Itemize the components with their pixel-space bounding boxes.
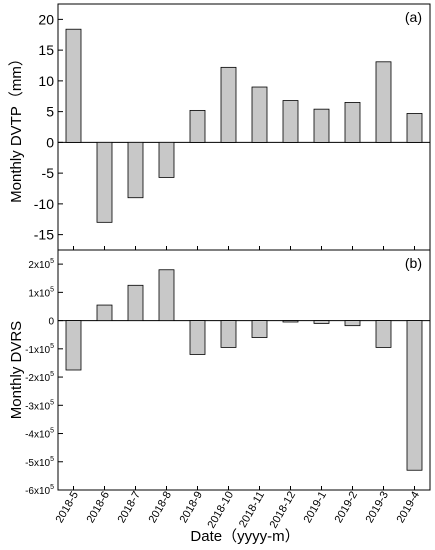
y-tick-label: -5 bbox=[42, 165, 55, 181]
bar-2019-1 bbox=[313, 320, 330, 324]
y-tick-label-exponent: 5 bbox=[50, 286, 54, 293]
x-axis: 2018-5 2018-6 2018-7 2018-8 2018-9 2018-10 201… bbox=[54, 490, 423, 531]
bar-2018-5 bbox=[65, 28, 82, 143]
y-tick-label: -6x105 bbox=[25, 484, 54, 497]
panel-label: (a) bbox=[405, 9, 422, 25]
bar-2019-3 bbox=[375, 320, 392, 348]
bar-2019-1 bbox=[313, 108, 330, 143]
x-axis-label: Date（yyyy-m） bbox=[190, 528, 299, 545]
y-tick-label: -10 bbox=[34, 196, 54, 212]
y-tick-label: -3x105 bbox=[25, 399, 54, 412]
x-tick-label: 2018-10 bbox=[206, 490, 237, 531]
bar-2018-7 bbox=[127, 284, 144, 321]
y-tick-label: 0 bbox=[46, 134, 54, 150]
y-tick-label: -1x105 bbox=[25, 343, 54, 356]
y-tick-label-base: -1x10 bbox=[25, 345, 50, 356]
y-tick-label-base: 2x10 bbox=[28, 260, 50, 271]
bar-2018-8 bbox=[158, 269, 175, 321]
x-tick-label: 2018-11 bbox=[237, 490, 267, 530]
bar-2018-6 bbox=[96, 141, 113, 223]
bar-2018-12 bbox=[282, 320, 299, 323]
y-tick-label-exponent: 5 bbox=[50, 456, 54, 463]
y-axis-label: Monthly DVTP（mm） bbox=[8, 51, 25, 203]
y-tick-label-base: -4x10 bbox=[25, 430, 50, 441]
x-tick-label: 2018-12 bbox=[268, 490, 299, 531]
bar-2019-4 bbox=[406, 320, 423, 471]
y-tick-label-exponent: 5 bbox=[50, 399, 54, 406]
y-tick-label: -15 bbox=[34, 227, 54, 243]
bar-2018-9 bbox=[189, 320, 206, 355]
bar-2018-10 bbox=[220, 320, 237, 348]
bar-2018-9 bbox=[189, 109, 206, 143]
bar-2018-7 bbox=[127, 141, 144, 199]
bar-2018-8 bbox=[158, 141, 175, 178]
panel-a: 20 15 10 5 0 -5 -10 -15 (a) Monthly DVTP（mm） bbox=[8, 3, 431, 251]
x-tick-label: 2019-2 bbox=[333, 490, 361, 526]
x-tick-label: 2018-5 bbox=[54, 490, 82, 526]
y-tick-label-base: -5x10 bbox=[25, 458, 50, 469]
x-tick-label: 2018-7 bbox=[116, 490, 144, 526]
x-tick-label: 2018-9 bbox=[178, 490, 206, 526]
bar-2018-10 bbox=[220, 66, 237, 143]
y-tick-label-base: 1x10 bbox=[28, 288, 50, 299]
y-tick-label: 1x105 bbox=[28, 286, 54, 299]
bar-2019-2 bbox=[344, 102, 361, 143]
y-tick-label: -5x105 bbox=[25, 456, 54, 469]
bar-2019-3 bbox=[375, 61, 392, 143]
y-tick-label-exponent: 5 bbox=[50, 343, 54, 350]
y-tick-label-exponent: 5 bbox=[50, 428, 54, 435]
y-tick-label: 20 bbox=[38, 11, 54, 27]
panel-label: (b) bbox=[405, 255, 422, 271]
x-tick-label: 2019-3 bbox=[364, 490, 392, 526]
bar-2018-11 bbox=[251, 320, 268, 338]
y-tick-label-exponent: 5 bbox=[50, 371, 54, 378]
y-tick-label-base: -6x10 bbox=[25, 486, 50, 497]
bar-2018-12 bbox=[282, 100, 299, 143]
x-tick-label: 2019-1 bbox=[302, 490, 330, 526]
bar-2019-2 bbox=[344, 320, 361, 327]
y-tick-label-exponent: 5 bbox=[50, 258, 54, 265]
y-tick-label-base: 0 bbox=[48, 317, 54, 328]
y-tick-label: -2x105 bbox=[25, 371, 54, 384]
y-tick-label: -4x105 bbox=[25, 428, 54, 441]
x-tick-label: 2018-6 bbox=[85, 490, 113, 526]
y-axis-label: Monthly DVRS bbox=[8, 321, 25, 419]
x-tick-label: 2019-4 bbox=[395, 490, 423, 526]
y-tick-label-exponent: 5 bbox=[50, 484, 54, 491]
bar-2019-4 bbox=[406, 113, 423, 143]
bar-2018-5 bbox=[65, 320, 82, 371]
y-tick-label-base: -2x10 bbox=[25, 373, 50, 384]
y-tick-label: 5 bbox=[46, 104, 54, 120]
plot-frame bbox=[57, 249, 431, 491]
bar-2018-11 bbox=[251, 86, 268, 143]
y-tick-label: 15 bbox=[38, 42, 54, 58]
y-tick-label: 10 bbox=[38, 73, 54, 89]
y-tick-label: 2x105 bbox=[28, 258, 54, 271]
y-tick-label: 0 bbox=[48, 317, 54, 328]
y-tick-label-base: -3x10 bbox=[25, 401, 50, 412]
x-tick-label: 2018-8 bbox=[147, 490, 175, 526]
bar-2018-6 bbox=[96, 304, 113, 321]
panel-b: 2x1051x1050-1x105-2x105-3x105-4x105-5x10… bbox=[8, 249, 431, 497]
plot-frame bbox=[57, 3, 431, 251]
